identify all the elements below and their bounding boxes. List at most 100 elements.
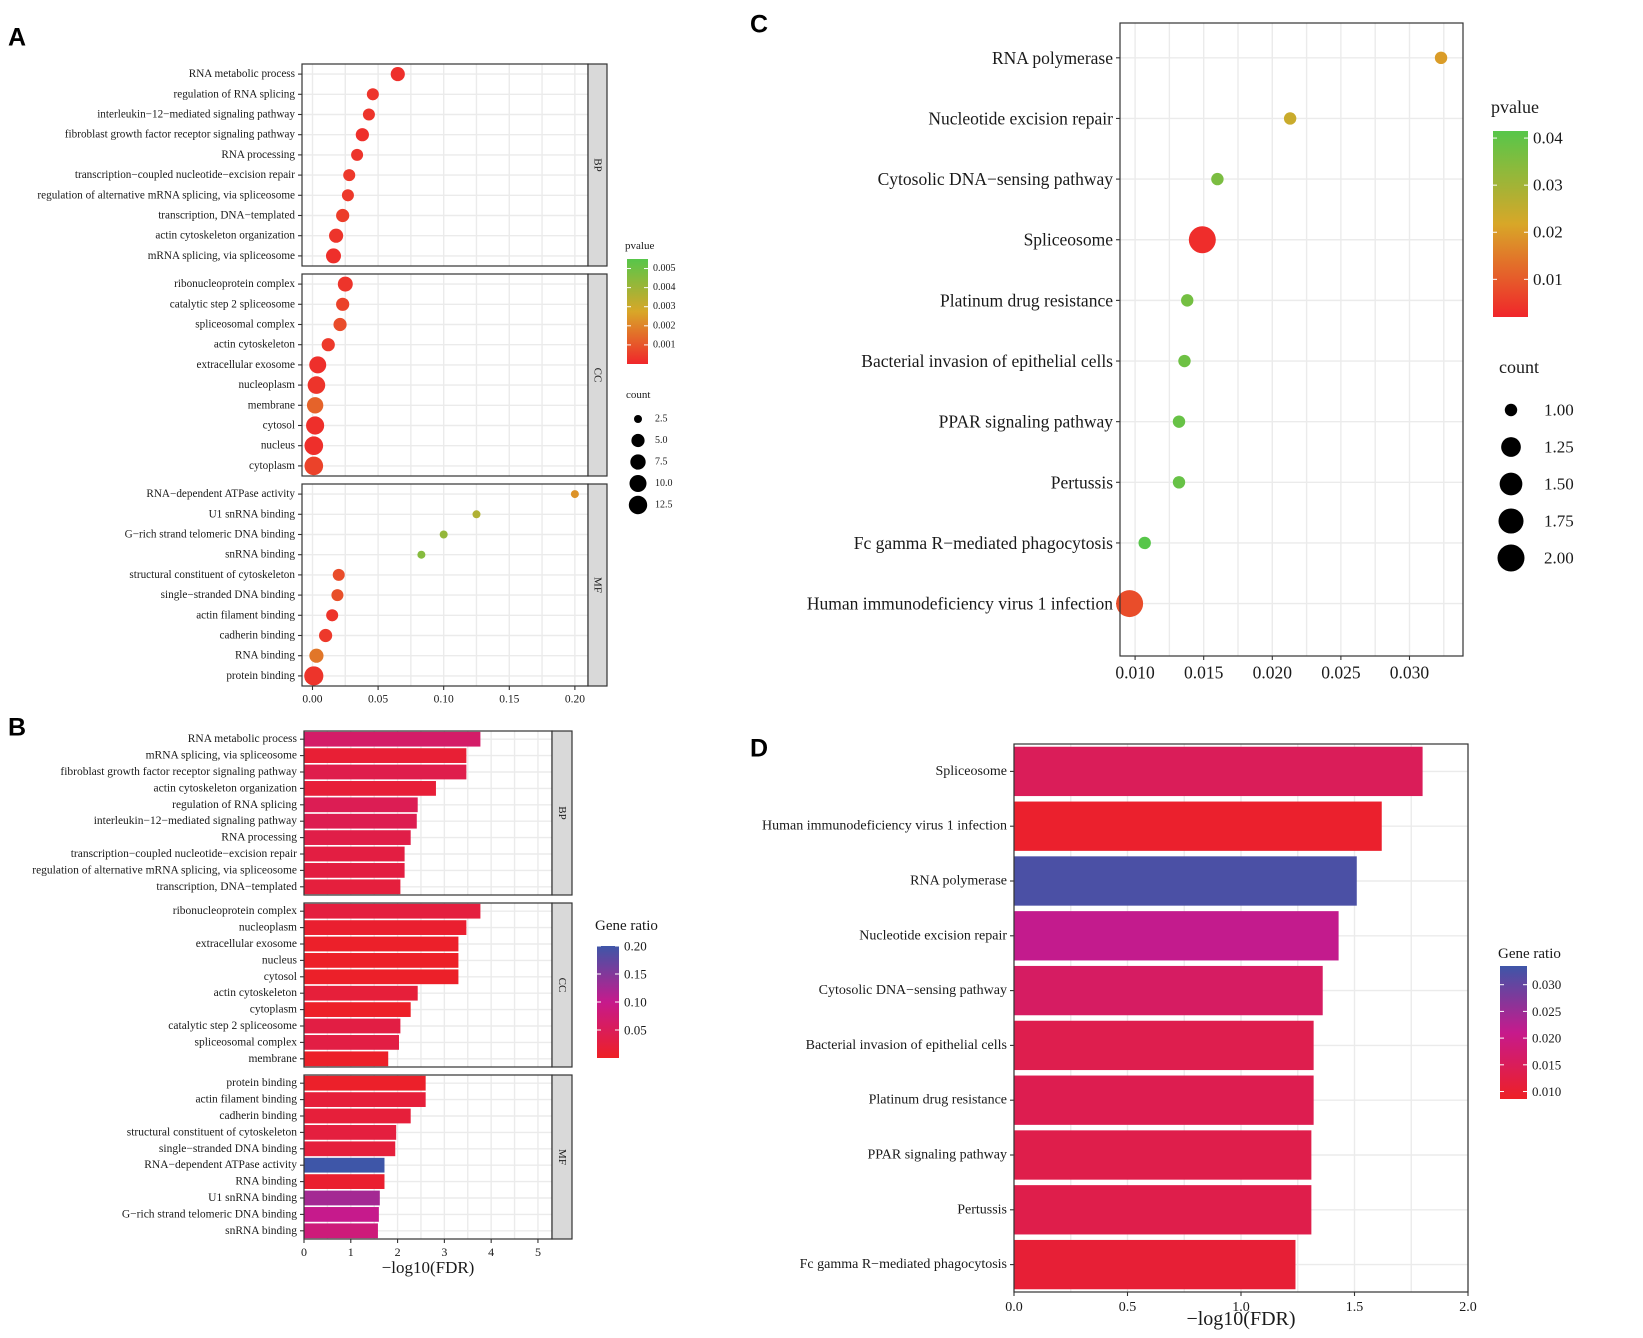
term-label: Human immunodeficiency virus 1 infection xyxy=(807,594,1113,614)
colorbar-label: 0.004 xyxy=(653,282,676,293)
data-point xyxy=(472,510,481,519)
facet-strip xyxy=(587,63,608,267)
colorbar xyxy=(627,259,648,364)
data-point xyxy=(337,276,353,292)
facet-strip xyxy=(587,483,608,687)
term-label: transcription, DNA−templated xyxy=(158,210,295,222)
term-label: actin cytoskeleton xyxy=(214,339,295,351)
facet-main: Spliceosome Human immunodeficiency virus … xyxy=(762,743,1469,1293)
data-point xyxy=(306,397,324,414)
legend-title: count xyxy=(1499,357,1539,377)
x-tick-label: 0.10 xyxy=(434,694,454,706)
term-label: regulation of alternative mRNA splicing,… xyxy=(37,189,295,201)
term-label: spliceosomal complex xyxy=(195,319,295,331)
x-tick-label: 1 xyxy=(348,1245,354,1259)
size-legend-dot xyxy=(1504,403,1518,417)
term-label: nucleoplasm xyxy=(238,379,295,391)
term-label: RNA−dependent ATPase activity xyxy=(146,488,295,500)
bar xyxy=(1014,1239,1296,1290)
data-point xyxy=(439,530,448,539)
facet-strip xyxy=(551,1074,573,1240)
data-point xyxy=(355,128,369,142)
term-label: Human immunodeficiency virus 1 infection xyxy=(762,819,1007,834)
term-label: extracellular exosome xyxy=(196,938,297,950)
term-label: transcription, DNA−templated xyxy=(156,881,297,893)
size-legend-label: 12.5 xyxy=(655,500,673,511)
term-label: extracellular exosome xyxy=(197,359,295,371)
size-legend-label: 1.00 xyxy=(1544,401,1574,420)
bar xyxy=(304,846,405,862)
term-label: RNA processing xyxy=(221,149,295,161)
data-point xyxy=(341,189,354,202)
term-label: membrane xyxy=(248,399,295,411)
term-label: Nucleotide excision repair xyxy=(928,108,1113,128)
bar xyxy=(1014,1185,1312,1235)
x-axis: 0.00 0.05 0.10 0.15 0.20 xyxy=(302,686,585,706)
data-point xyxy=(304,456,324,476)
bar xyxy=(304,863,405,878)
term-label: nucleoplasm xyxy=(239,922,297,934)
data-point xyxy=(351,148,364,161)
x-tick-label: 2 xyxy=(395,1245,401,1259)
facet-MF: RNA−dependent ATPase activity U1 snRNA bi… xyxy=(125,483,608,687)
term-label: single−stranded DNA binding xyxy=(161,589,296,601)
bar xyxy=(1014,911,1339,961)
data-point xyxy=(332,568,345,581)
legend-title: pvalue xyxy=(1491,97,1539,117)
bar xyxy=(1014,801,1382,851)
size-legend-label: 7.5 xyxy=(655,457,668,468)
data-point xyxy=(306,416,325,435)
size-legend-dot xyxy=(1499,472,1523,496)
term-label: transcription−coupled nucleotide−excisio… xyxy=(71,848,297,860)
term-label: actin filament binding xyxy=(195,1094,297,1106)
colorbar-label: 0.003 xyxy=(653,301,676,312)
panel-background xyxy=(302,484,588,686)
colorbar-label: 0.15 xyxy=(624,967,647,982)
data-point xyxy=(417,550,426,559)
legend-title: Gene ratio xyxy=(595,918,658,934)
term-label: cytosol xyxy=(264,971,297,983)
term-label: RNA binding xyxy=(235,1176,297,1188)
data-point xyxy=(333,317,347,332)
bar xyxy=(304,985,418,1001)
term-label: cytosol xyxy=(263,420,295,432)
term-label: Cytosolic DNA−sensing pathway xyxy=(819,983,1007,998)
bar xyxy=(304,797,418,813)
term-label: actin cytoskeleton organization xyxy=(155,230,295,242)
facet-MF: protein binding actin filament binding cad… xyxy=(122,1074,573,1240)
colorbar-label: 0.10 xyxy=(624,995,647,1010)
panel-A: A RNA metabolic process regulation of RNA … xyxy=(8,24,676,706)
size-legend-label: 1.25 xyxy=(1544,438,1574,457)
bar xyxy=(304,879,401,895)
bar xyxy=(1014,1130,1312,1180)
term-label: fibroblast growth factor receptor signal… xyxy=(60,766,297,778)
term-label: RNA polymerase xyxy=(910,874,1007,889)
term-label: RNA polymerase xyxy=(992,48,1113,68)
term-label: Nucleotide excision repair xyxy=(859,928,1007,943)
term-label: PPAR signaling pathway xyxy=(939,412,1114,432)
size-legend-label: 2.5 xyxy=(655,414,668,425)
term-label: Fc gamma R−mediated phagocytosis xyxy=(854,533,1113,553)
size-legend: count 1.00 1.25 1.50 1.75 2.00 xyxy=(1497,357,1574,572)
term-label: fibroblast growth factor receptor signal… xyxy=(65,129,296,141)
data-point xyxy=(321,338,335,352)
term-label: single−stranded DNA binding xyxy=(159,1143,297,1155)
facet-strip-label: CC xyxy=(592,368,604,383)
data-point xyxy=(325,248,341,264)
colorbar-label: 0.001 xyxy=(653,339,676,350)
bar xyxy=(304,1174,385,1189)
data-point xyxy=(307,376,326,394)
term-label: G−rich strand telomeric DNA binding xyxy=(125,529,296,541)
data-point xyxy=(1172,476,1186,489)
panel-background xyxy=(302,274,588,476)
term-label: Pertussis xyxy=(957,1202,1007,1217)
bar xyxy=(304,969,459,985)
bar xyxy=(304,953,459,968)
facet-strip-label: CC xyxy=(556,978,568,993)
facet-strip-label: MF xyxy=(592,577,604,593)
term-label: Platinum drug resistance xyxy=(940,290,1113,310)
x-tick-label: 0.020 xyxy=(1253,663,1293,683)
panel-label: A xyxy=(8,24,26,52)
term-label: ribonucleoprotein complex xyxy=(174,278,295,290)
